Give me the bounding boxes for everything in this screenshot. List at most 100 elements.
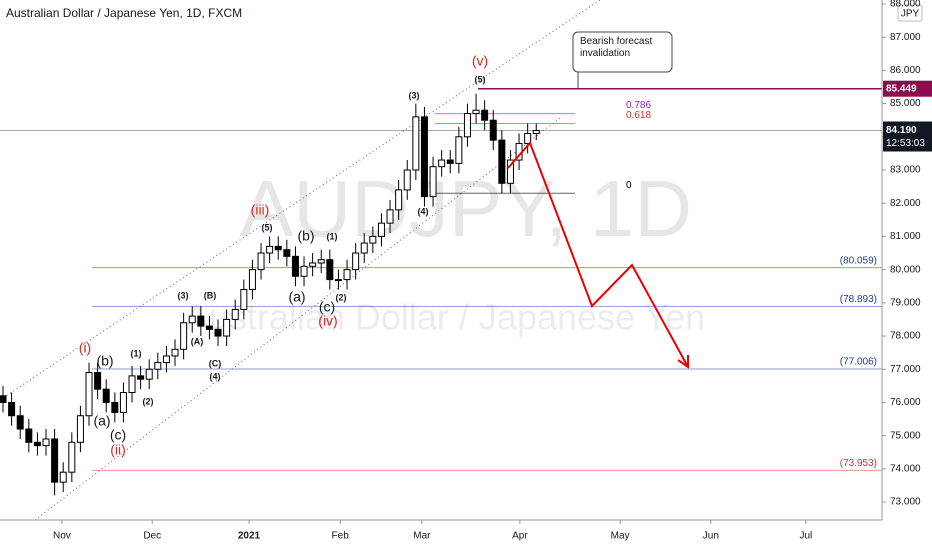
candle-body (154, 362, 162, 370)
wave-label: (1) (327, 231, 338, 241)
candle-body (231, 308, 239, 320)
callout-text: Bearish forecast invalidation (580, 36, 653, 59)
candle-body (446, 159, 454, 164)
wave-label: (2) (336, 292, 347, 302)
wave-label: (4) (418, 206, 429, 216)
candle-body (248, 269, 256, 291)
callout-text-box: Bearish forecast invalidation (580, 36, 653, 59)
wave-label: (v) (472, 53, 488, 69)
level-label: (78.893) (840, 294, 877, 305)
candle-body (68, 441, 76, 473)
last-price-label: 84.190 (886, 125, 917, 136)
candle-body (76, 415, 84, 443)
currency: JPY (901, 9, 920, 20)
wave-label: (5) (262, 222, 273, 232)
candle-body (51, 438, 59, 483)
candle-body (145, 368, 153, 380)
candle-body (283, 249, 291, 257)
y-tick-label: 77.000 (890, 364, 921, 375)
candle-body (137, 375, 145, 380)
candle-body (498, 139, 506, 184)
y-tick-label: 79.000 (890, 297, 921, 308)
y-tick-label: 88.000 (890, 0, 921, 10)
wave-label: (5) (475, 74, 486, 84)
candle-body (524, 132, 532, 144)
candle-body (240, 289, 248, 310)
candle-body (377, 222, 385, 237)
candle-body (188, 315, 196, 324)
candle-body (257, 252, 265, 271)
wave-label: (1) (131, 348, 142, 358)
watermark-subtitle: Australian Dollar / Japanese Yen (185, 297, 705, 338)
candle-body (94, 372, 102, 390)
candle-body (506, 159, 514, 184)
candle-body (59, 471, 67, 483)
y-tick-label: 80.000 (890, 264, 921, 275)
level-label: (77.006) (840, 357, 877, 368)
candle-body (223, 318, 231, 337)
wave-label: (b) (96, 353, 113, 369)
candle-body (472, 109, 480, 115)
candle-body (205, 325, 213, 330)
candle-body (420, 116, 428, 198)
wave-label: (iv) (318, 313, 337, 329)
candle-body (0, 395, 7, 403)
candle-body (429, 166, 437, 198)
wave-label: (a) (288, 289, 305, 305)
forecast-path (507, 141, 689, 368)
candle-body (352, 252, 360, 271)
candle-body (334, 279, 342, 282)
y-tick-label: 76.000 (890, 397, 921, 408)
wave-label: (c) (319, 299, 335, 315)
x-tick-label: May (611, 531, 630, 542)
fib-label: 0 (626, 180, 632, 191)
channel-upper (0, 0, 601, 401)
x-tick-label: Dec (143, 531, 161, 542)
x-tick-label: Feb (332, 531, 350, 542)
candle-body (386, 209, 394, 224)
candle-body (171, 348, 179, 357)
candle-body (343, 269, 351, 281)
level-label: (80.059) (840, 255, 877, 266)
candle-body (16, 415, 24, 430)
candle-body (25, 428, 33, 443)
wave-label: (3) (178, 290, 189, 300)
candle-body (128, 375, 136, 393)
y-tick-label: 82.000 (890, 198, 921, 209)
y-tick-label: 73.000 (890, 497, 921, 508)
y-tick-label: 87.000 (890, 32, 921, 43)
candle-body (403, 169, 411, 191)
chart-title: Australian Dollar / Japanese Yen, 1D, FX… (6, 6, 242, 20)
wave-label: (4) (210, 371, 221, 381)
invalidation-label: 85.449 (886, 83, 917, 94)
y-tick-label: 83.000 (890, 165, 921, 176)
candle-body (119, 391, 127, 413)
currency-box (897, 4, 923, 22)
x-tick-label: Jun (703, 531, 719, 542)
wave-label: (C) (209, 358, 222, 368)
candle-body (111, 401, 119, 413)
fib-label: 0.786 (626, 100, 651, 111)
wave-label: (ii) (110, 442, 126, 458)
y-tick-label: 75.000 (890, 430, 921, 441)
wave-label: (iii) (251, 202, 270, 218)
candle-body (197, 315, 205, 327)
candle-body (369, 235, 377, 244)
invalidation-box (883, 80, 932, 97)
y-tick-label: 78.000 (890, 331, 921, 342)
candle-body (85, 372, 93, 417)
fib-label: 0.618 (626, 110, 651, 121)
candle-body (395, 189, 403, 211)
wave-label: (i) (79, 340, 91, 356)
candle-body (309, 262, 317, 267)
y-tick-label: 74.000 (890, 464, 921, 475)
candle-body (438, 159, 446, 168)
candle-body (102, 388, 110, 403)
x-tick-label: Jul (799, 531, 812, 542)
wave-label: (a) (93, 413, 110, 429)
candle-body (317, 259, 325, 264)
candle-body (33, 441, 41, 447)
callout-box (572, 31, 673, 73)
